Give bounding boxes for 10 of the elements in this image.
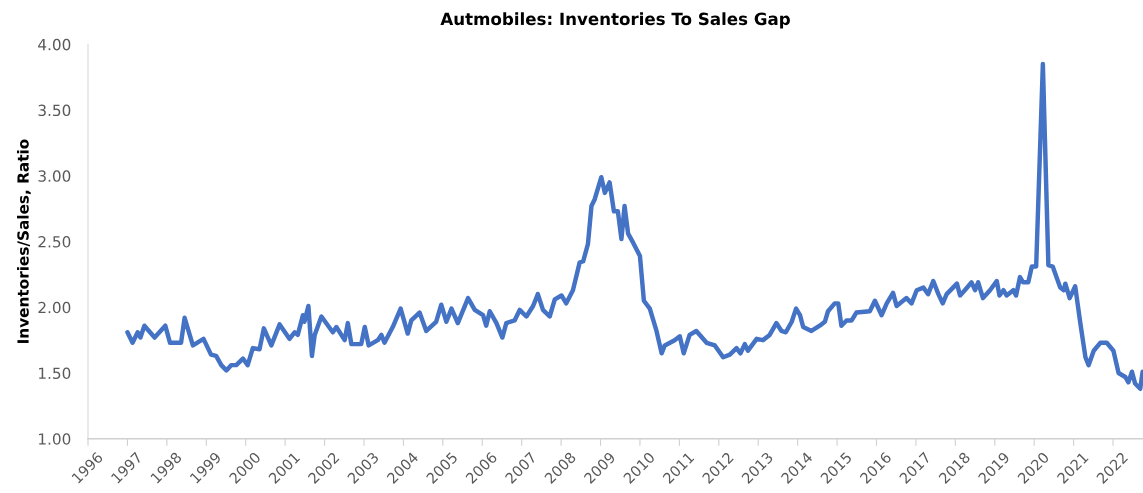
- y-axis-title: Inventories/Sales, Ratio: [16, 139, 31, 343]
- y-tick-label: 2.00: [38, 301, 71, 314]
- y-tick-label: 3.00: [38, 170, 71, 182]
- y-tick-label: 1.50: [39, 367, 71, 380]
- y-tick-label: 2.50: [38, 236, 71, 248]
- y-tick-label: 3.50: [38, 104, 71, 117]
- line-series: [125, 61, 1143, 392]
- y-tick-label: 1.00: [39, 433, 71, 445]
- chart-title: Autmobiles: Inventories To Sales Gap: [440, 12, 790, 29]
- y-tick-label: 4.00: [38, 38, 71, 51]
